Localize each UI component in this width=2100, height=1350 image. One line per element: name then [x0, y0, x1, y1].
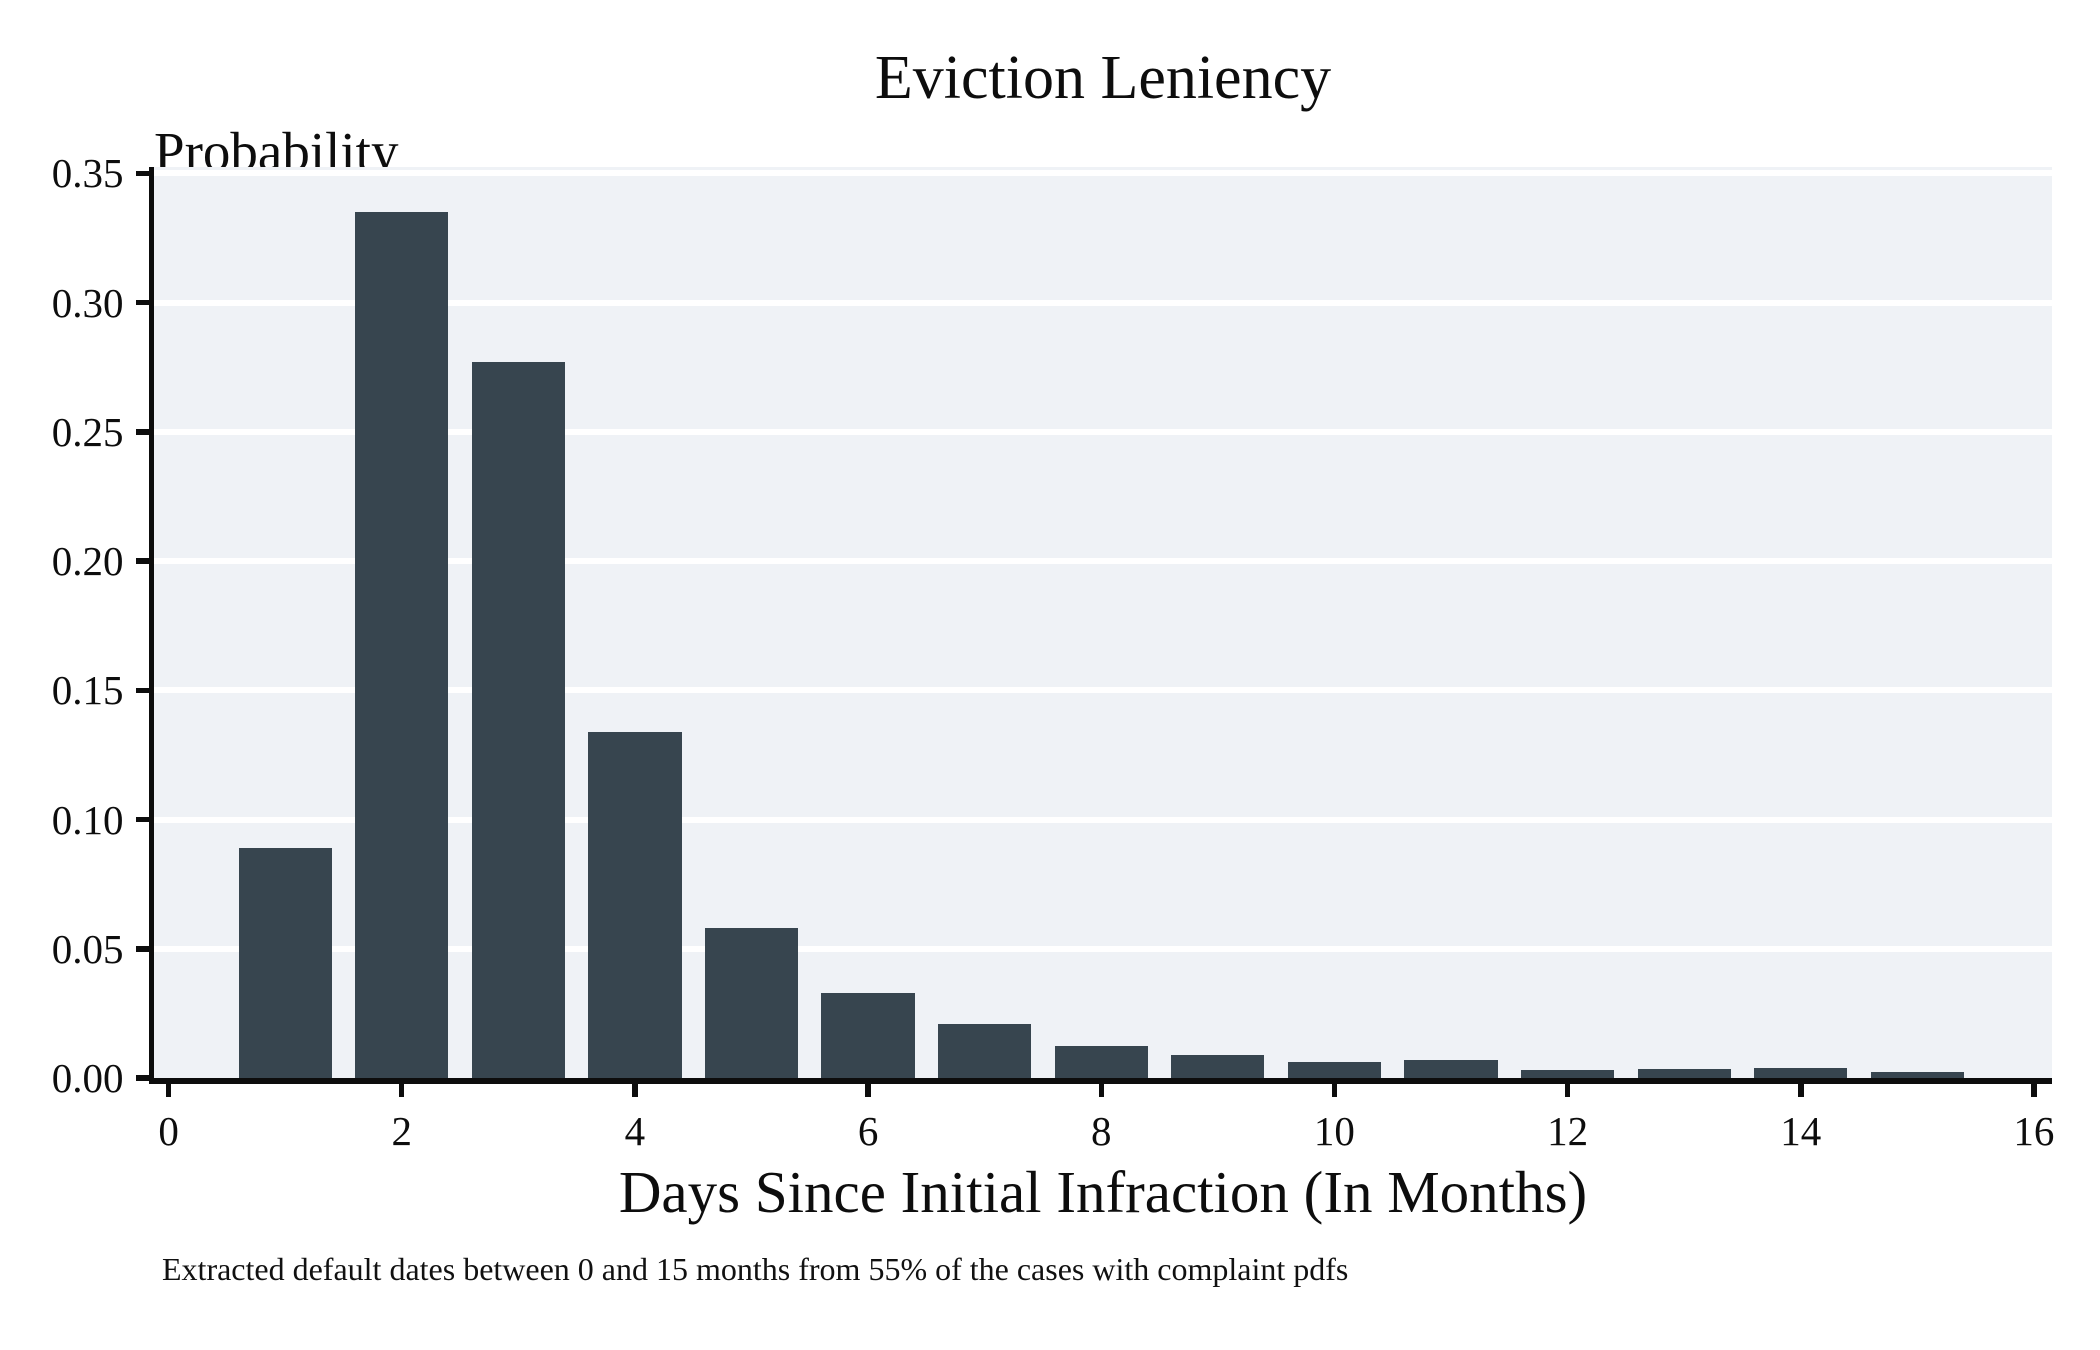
- x-tick: [1564, 1083, 1571, 1097]
- gridline: [154, 428, 2052, 435]
- gridline: [154, 558, 2052, 565]
- x-tick: [632, 1083, 638, 1097]
- y-tick-label: 0.20: [51, 538, 124, 585]
- y-tick-label: 0.05: [51, 925, 124, 972]
- y-tick: [135, 946, 149, 952]
- x-tick-label: 4: [624, 1107, 646, 1154]
- bar: [471, 362, 565, 1078]
- bar: [1754, 1067, 1848, 1078]
- bar: [588, 731, 682, 1078]
- x-axis-spine: [148, 1078, 2052, 1084]
- x-tick-label: 16: [2013, 1107, 2055, 1154]
- bar: [1054, 1045, 1148, 1078]
- x-tick-label: 0: [158, 1107, 179, 1154]
- y-tick: [135, 558, 149, 564]
- y-tick: [135, 816, 149, 823]
- gridline: [154, 945, 2052, 952]
- y-tick: [135, 687, 149, 694]
- y-tick-label: 0.30: [51, 279, 124, 326]
- x-tick-label: 10: [1313, 1107, 1355, 1154]
- y-tick-label: 0.10: [51, 796, 124, 843]
- y-tick-label: 0.15: [51, 667, 124, 714]
- chart-title: Eviction Leniency: [874, 44, 1332, 112]
- x-tick: [2031, 1083, 2037, 1097]
- y-tick: [135, 299, 149, 306]
- bar: [355, 212, 449, 1078]
- x-tick: [865, 1083, 871, 1097]
- bar: [821, 992, 915, 1078]
- bar: [1287, 1062, 1382, 1078]
- x-tick-label: 8: [1091, 1107, 1112, 1154]
- x-tick: [1098, 1083, 1104, 1097]
- y-tick-label: 0.25: [51, 408, 124, 455]
- y-axis-spine: [148, 167, 154, 1084]
- x-axis-title: Days Since Initial Infraction (In Months…: [618, 1159, 1588, 1225]
- x-tick: [165, 1083, 172, 1097]
- bar: [238, 847, 332, 1078]
- bar: [1171, 1054, 1265, 1078]
- y-tick-label: 0.35: [51, 150, 124, 197]
- y-tick: [135, 170, 149, 177]
- x-tick-label: 2: [391, 1107, 412, 1154]
- plot-area: [154, 167, 2052, 1078]
- y-tick-label: 0.00: [51, 1055, 124, 1101]
- gridline: [154, 299, 2052, 306]
- gridline: [154, 687, 2052, 694]
- y-tick: [135, 1075, 149, 1081]
- bar: [704, 928, 799, 1078]
- x-tick: [398, 1083, 405, 1097]
- bar: [1404, 1059, 1498, 1078]
- bar: [1520, 1070, 1615, 1078]
- footnote: Extracted default dates between 0 and 15…: [162, 1251, 1349, 1287]
- bar: [1637, 1068, 1731, 1078]
- y-tick: [135, 429, 149, 435]
- gridline: [154, 816, 2052, 823]
- x-tick: [1798, 1083, 1804, 1097]
- bar: [1870, 1071, 1964, 1078]
- x-tick-label: 14: [1780, 1107, 1822, 1154]
- bar: [938, 1023, 1032, 1078]
- x-tick-label: 12: [1547, 1107, 1589, 1154]
- x-tick-label: 6: [857, 1107, 879, 1154]
- x-tick: [1331, 1083, 1338, 1097]
- gridline: [154, 170, 2052, 177]
